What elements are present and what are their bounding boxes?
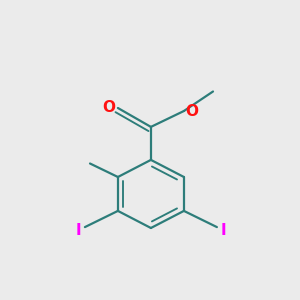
Text: O: O: [102, 100, 115, 116]
Text: I: I: [221, 223, 226, 238]
Text: O: O: [185, 103, 198, 118]
Text: I: I: [76, 223, 81, 238]
